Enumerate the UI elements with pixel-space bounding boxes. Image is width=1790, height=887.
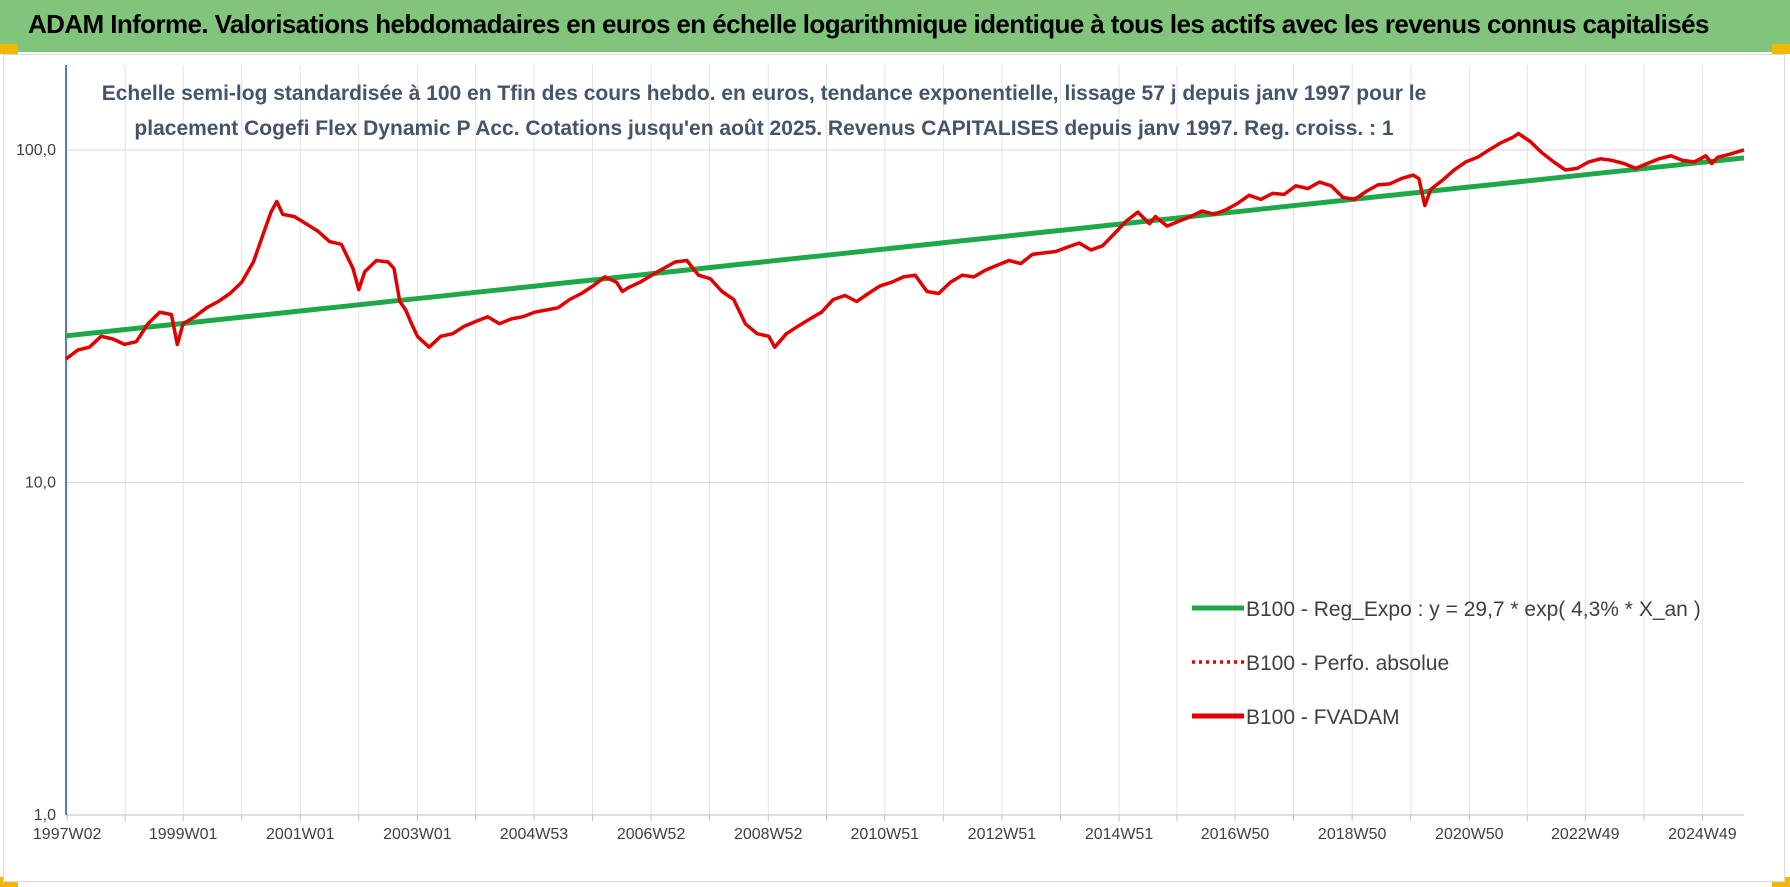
corner-marker-bottom-right [1772,877,1790,887]
legend-label-perfo-absolue: B100 - Perfo. absolue [1246,652,1449,675]
chart-area: Echelle semi-log standardisée à 100 en T… [3,54,1785,882]
gridlines [66,65,1744,816]
series-line-reg-expo [65,155,1745,339]
header-bar: ADAM Informe. Valorisations hebdomadaire… [0,0,1790,52]
x-tick-label: 2004W53 [500,826,569,843]
legend-item-perfo-absolue: B100 - Perfo. absolue [1192,652,1449,675]
corner-marker-top-right [1772,44,1790,54]
x-tick-label: 2006W52 [617,826,686,843]
x-tick-label: 2016W50 [1201,826,1270,843]
x-tick-label: 1999W01 [149,826,218,843]
series-lines [64,131,1745,361]
legend: B100 - Reg_Expo : y = 29,7 * exp( 4,3% *… [1192,598,1701,729]
y-tick-label: 100,0 [16,142,56,159]
y-axis-ticks: 100,0 10,0 1,0 [16,142,56,824]
y-tick-label: 10,0 [25,474,56,491]
y-tick-label: 1,0 [34,807,56,824]
chart-svg: Echelle semi-log standardisée à 100 en T… [16,65,1745,843]
x-tick-label: 2001W01 [266,826,335,843]
x-tick-label: 2014W51 [1085,826,1154,843]
x-tick-label: 1997W02 [33,826,102,843]
x-tick-label: 2012W51 [968,826,1037,843]
legend-label-reg-expo: B100 - Reg_Expo : y = 29,7 * exp( 4,3% *… [1246,598,1701,621]
chart-subtitle-line-2: placement Cogefi Flex Dynamic P Acc. Cot… [134,117,1393,140]
series-line-fvadam [64,131,1745,361]
x-tick-label: 2022W49 [1551,826,1620,843]
corner-marker-top-left [0,44,18,54]
legend-item-fvadam: B100 - FVADAM [1192,706,1400,729]
chart-subtitle-line-1: Echelle semi-log standardisée à 100 en T… [102,82,1427,105]
x-tick-label: 2020W50 [1435,826,1504,843]
x-tick-label: 2008W52 [734,826,803,843]
x-tick-label: 2024W49 [1668,826,1737,843]
legend-label-fvadam: B100 - FVADAM [1246,706,1400,729]
legend-item-reg-expo: B100 - Reg_Expo : y = 29,7 * exp( 4,3% *… [1192,598,1701,621]
corner-marker-bottom-left [0,877,18,887]
page-title: ADAM Informe. Valorisations hebdomadaire… [28,9,1709,39]
x-axis-ticks: 1997W02 1999W01 2001W01 2003W01 2004W53 2006W… [33,815,1737,843]
x-tick-label: 2010W51 [851,826,920,843]
x-tick-label: 2018W50 [1318,826,1387,843]
x-tick-label: 2003W01 [383,826,452,843]
